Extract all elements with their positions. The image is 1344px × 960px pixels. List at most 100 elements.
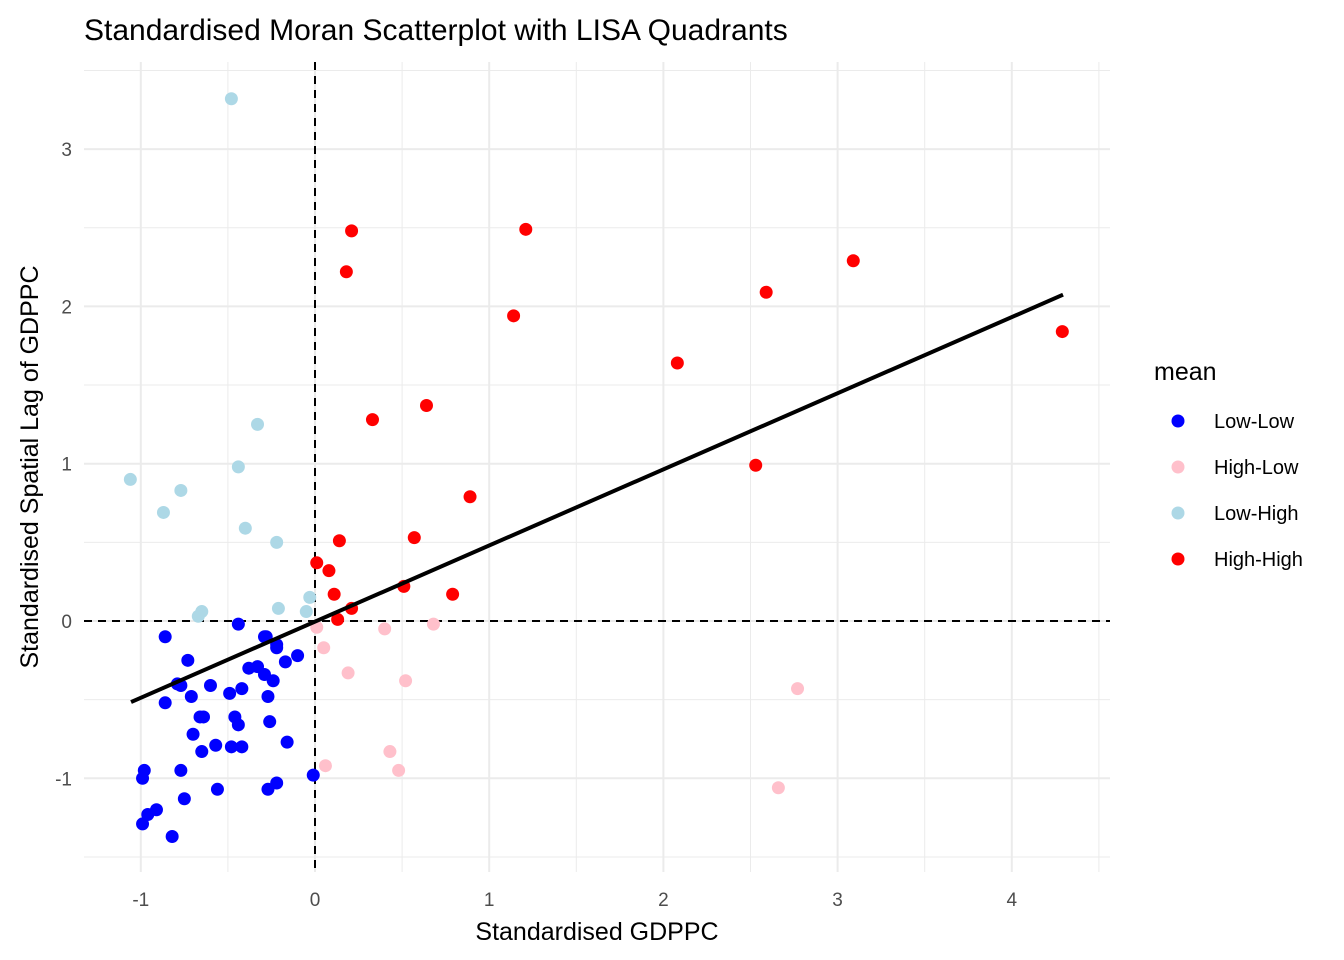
data-point — [186, 727, 200, 741]
data-point — [270, 535, 284, 549]
plot-panel — [84, 62, 1110, 872]
y-axis-title: Standardised Spatial Lag of GDPPC — [16, 265, 44, 668]
data-point — [791, 682, 805, 696]
y-tick-label: 2 — [61, 297, 72, 318]
data-point — [507, 309, 521, 323]
data-point — [195, 745, 209, 759]
legend-label: High-Low — [1214, 457, 1299, 479]
data-point — [158, 696, 172, 710]
data-point — [156, 505, 170, 519]
legend: mean Low-Low High-Low Low-High High-High — [1154, 358, 1303, 571]
data-point — [251, 417, 265, 431]
data-point — [165, 830, 179, 844]
legend-item-low-low: Low-Low — [1171, 411, 1295, 433]
legend-label: Low-Low — [1214, 411, 1295, 433]
data-point — [291, 649, 305, 663]
data-point — [231, 460, 245, 474]
x-axis-ticks: -1 0 1 2 3 4 — [132, 890, 1017, 911]
data-point — [519, 222, 533, 236]
data-point — [331, 612, 345, 626]
data-point — [332, 534, 346, 548]
data-point — [174, 483, 188, 497]
data-point — [299, 605, 313, 619]
legend-item-high-low: High-Low — [1171, 457, 1299, 479]
x-tick-label: 0 — [310, 890, 321, 911]
reference-lines — [84, 62, 1110, 872]
series-high-high — [310, 222, 1069, 626]
y-tick-label: 0 — [61, 612, 72, 633]
data-point — [1055, 325, 1069, 339]
data-point — [263, 715, 277, 729]
y-tick-label: 3 — [61, 140, 72, 161]
data-point — [345, 224, 359, 238]
data-point — [771, 781, 785, 795]
data-point — [378, 622, 392, 636]
data-point — [261, 782, 275, 796]
y-tick-label: 1 — [61, 455, 72, 476]
data-point — [231, 718, 245, 732]
data-point — [670, 356, 684, 370]
legend-item-low-high: Low-High — [1171, 503, 1298, 525]
data-point — [224, 740, 238, 754]
data-point — [339, 265, 353, 279]
x-tick-label: 1 — [484, 890, 495, 911]
data-point — [181, 653, 195, 667]
data-point — [383, 745, 397, 759]
data-point — [759, 285, 773, 299]
data-point — [261, 690, 275, 704]
x-tick-label: 4 — [1007, 890, 1018, 911]
legend-label: High-High — [1214, 549, 1303, 571]
regression-line — [130, 292, 1064, 704]
regression-line-group — [130, 292, 1064, 704]
data-point — [341, 666, 355, 680]
data-point — [235, 682, 249, 696]
x-tick-label: 2 — [658, 890, 669, 911]
data-point — [278, 655, 292, 669]
data-point — [136, 817, 150, 831]
series-low-low — [136, 617, 320, 844]
legend-item-high-high: High-High — [1171, 549, 1303, 571]
data-point — [419, 398, 433, 412]
data-point — [306, 768, 320, 782]
data-point — [407, 531, 421, 545]
data-point — [392, 763, 406, 777]
data-point — [446, 587, 460, 601]
data-point — [463, 490, 477, 504]
x-axis-title: Standardised GDPPC — [475, 918, 718, 946]
x-tick-label: 3 — [832, 890, 843, 911]
data-point — [426, 617, 440, 631]
data-point — [271, 601, 285, 615]
series-low-high — [123, 92, 317, 623]
x-tick-label: -1 — [132, 890, 149, 911]
data-point — [399, 674, 413, 688]
data-point — [322, 564, 336, 578]
series-high-low — [310, 617, 805, 795]
data-point — [303, 590, 317, 604]
data-point — [280, 735, 294, 749]
data-point — [184, 690, 198, 704]
data-point — [317, 641, 331, 655]
data-point — [238, 521, 252, 535]
y-tick-label: -1 — [55, 769, 72, 790]
data-point — [224, 92, 238, 106]
data-point — [209, 738, 223, 752]
data-point — [231, 617, 245, 631]
legend-swatch — [1171, 552, 1185, 566]
chart-title: Standardised Moran Scatterplot with LISA… — [84, 14, 788, 47]
data-point — [210, 782, 224, 796]
y-axis-ticks: -1 0 1 2 3 — [55, 140, 72, 790]
data-point — [177, 792, 191, 806]
data-point — [318, 759, 332, 773]
legend-swatch — [1171, 460, 1185, 474]
legend-swatch — [1171, 506, 1185, 520]
data-point — [846, 254, 860, 268]
data-point — [749, 458, 763, 472]
data-point — [197, 710, 211, 724]
data-points — [123, 92, 1069, 844]
data-point — [327, 587, 341, 601]
data-point — [191, 609, 205, 623]
data-point — [136, 771, 150, 785]
legend-title: mean — [1154, 358, 1217, 386]
data-point — [174, 763, 188, 777]
